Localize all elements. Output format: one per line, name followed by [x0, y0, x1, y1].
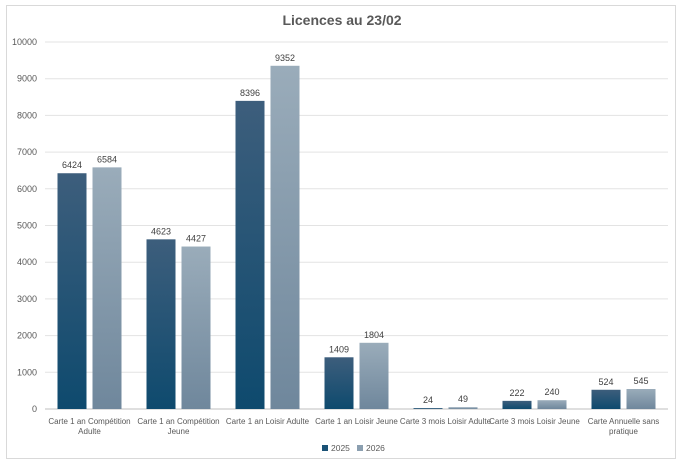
y-tick-label: 6000 — [17, 184, 37, 194]
x-tick-label: Carte 1 an Compétition — [48, 417, 130, 426]
y-tick-label: 0 — [32, 404, 37, 414]
bar-2025 — [235, 100, 265, 410]
bar-2025 — [502, 400, 532, 409]
y-tick-label: 9000 — [17, 74, 37, 84]
bar-2025 — [146, 239, 176, 409]
bar-2026 — [92, 167, 122, 409]
x-tick-label: Carte 3 mois Loisir Jeune — [489, 417, 580, 426]
legend-label: 2026 — [366, 443, 385, 453]
x-tick-label: Carte 1 an Compétition — [137, 417, 219, 426]
x-tick-label: Carte 1 an Loisir Jeune — [315, 417, 398, 426]
data-label: 6584 — [97, 154, 117, 164]
legend-label: 2025 — [331, 443, 350, 453]
y-tick-label: 5000 — [17, 221, 37, 231]
x-tick-label: Jeune — [168, 427, 190, 436]
y-tick-label: 1000 — [17, 367, 37, 377]
bar-2026 — [537, 400, 567, 409]
data-label: 49 — [458, 394, 468, 404]
data-label: 1409 — [329, 344, 349, 354]
x-tick-label: Carte Annuelle sans — [588, 417, 660, 426]
y-tick-label: 4000 — [17, 257, 37, 267]
chart-title: Licences au 23/02 — [282, 12, 401, 28]
data-label: 222 — [509, 388, 524, 398]
bar-2026 — [626, 388, 656, 409]
y-tick-label: 7000 — [17, 147, 37, 157]
bar-2025 — [324, 357, 354, 409]
data-label: 6424 — [62, 160, 82, 170]
data-label: 545 — [633, 376, 648, 386]
data-label: 240 — [544, 387, 559, 397]
y-tick-label: 2000 — [17, 331, 37, 341]
bar-2026 — [448, 407, 478, 409]
data-label: 9352 — [275, 53, 295, 63]
y-axis: 0 1000 2000 3000 4000 5000 6000 7000 8000 9000 100… — [12, 37, 37, 414]
legend: 2025 2026 — [322, 443, 385, 453]
legend-swatch — [357, 445, 363, 451]
y-tick-label: 10000 — [12, 37, 37, 47]
y-tick-label: 8000 — [17, 110, 37, 120]
bar-2025 — [413, 408, 443, 409]
bar-2026 — [181, 246, 211, 409]
gridlines — [45, 41, 668, 410]
bar-2026 — [359, 342, 389, 409]
x-tick-label: Carte 3 mois Loisir Adulte — [400, 417, 492, 426]
y-tick-label: 3000 — [17, 294, 37, 304]
data-label: 1804 — [364, 330, 384, 340]
bars: 6424 6584 4623 4427 8396 9352 1409 1804 24 49 222 2… — [57, 53, 656, 410]
data-label: 4623 — [151, 226, 171, 236]
data-label: 4427 — [186, 234, 206, 244]
legend-swatch — [322, 445, 328, 451]
x-tick-label: Carte 1 an Loisir Adulte — [226, 417, 310, 426]
data-label: 24 — [423, 395, 433, 405]
x-tick-label: Adulte — [78, 427, 101, 436]
data-label: 8396 — [240, 88, 260, 98]
data-label: 524 — [598, 377, 613, 387]
bar-2025 — [591, 389, 621, 409]
x-tick-label: pratique — [609, 427, 638, 436]
bar-2026 — [270, 65, 300, 409]
bar-2025 — [57, 173, 87, 409]
